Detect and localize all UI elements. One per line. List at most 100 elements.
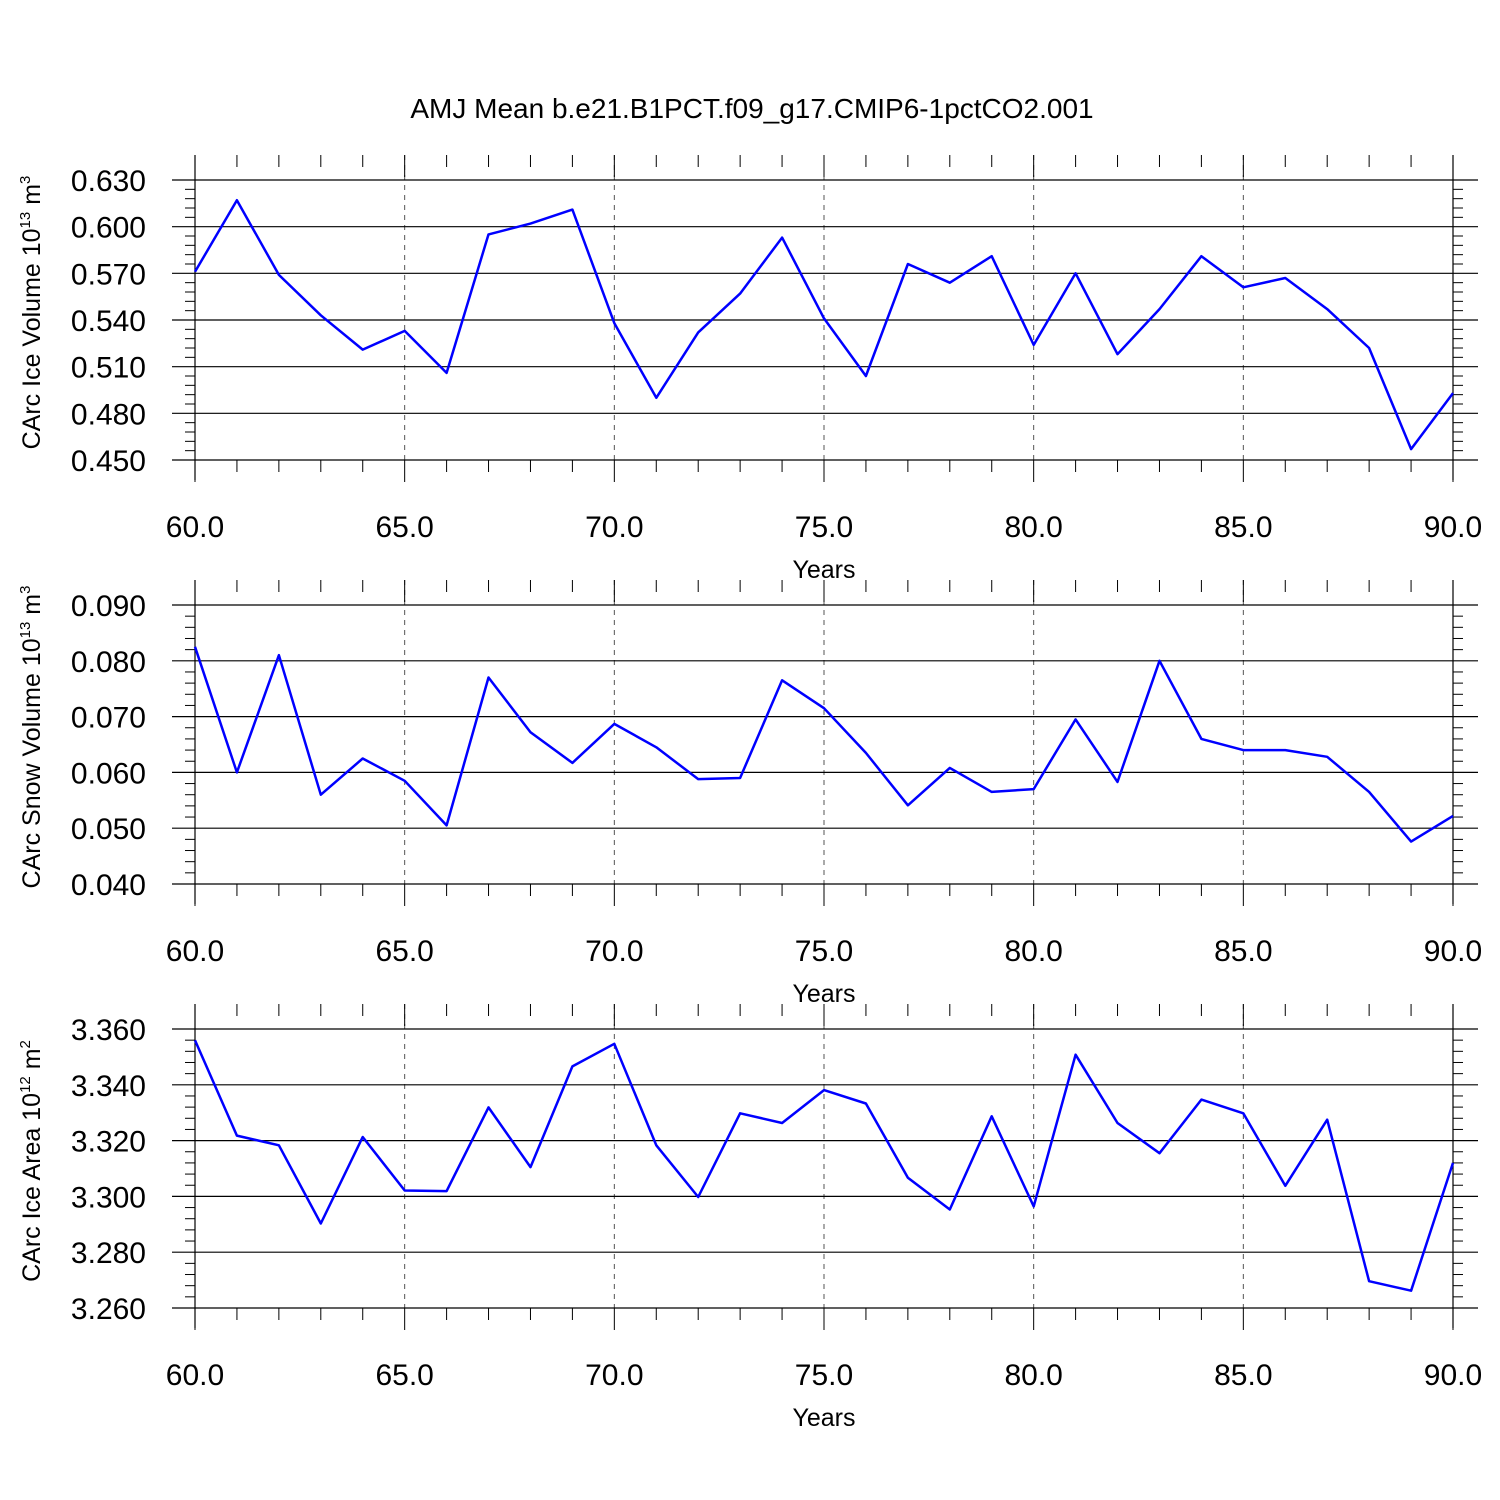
x-tick-label: 65.0 [375, 511, 433, 544]
x-tick-label: 80.0 [1004, 935, 1062, 968]
data-point [320, 315, 321, 316]
data-point [195, 1040, 196, 1041]
y-tick-label: 0.570 [71, 258, 146, 291]
y-tick-label: 3.340 [71, 1070, 146, 1103]
data-point [991, 256, 992, 257]
data-point [1243, 1113, 1244, 1114]
x-tick-label: 60.0 [166, 1359, 224, 1392]
data-point [404, 330, 405, 331]
data-point [572, 762, 573, 763]
x-axis-title: Years [792, 980, 855, 1008]
data-point [865, 376, 866, 377]
data-point [782, 237, 783, 238]
data-point [614, 723, 615, 724]
data-point [824, 1090, 825, 1091]
data-point [949, 767, 950, 768]
data-point [1285, 278, 1286, 279]
data-point [1369, 348, 1370, 349]
y-tick-label: 0.510 [71, 352, 146, 385]
x-tick-label: 70.0 [585, 511, 643, 544]
data-point [656, 747, 657, 748]
y-tick-label: 3.280 [71, 1237, 146, 1270]
data-point [236, 772, 237, 773]
figure-title: AMJ Mean b.e21.B1PCT.f09_g17.CMIP6-1pctC… [410, 93, 1093, 124]
data-point [278, 1145, 279, 1146]
x-axis-title: Years [792, 1404, 855, 1432]
data-point [1327, 309, 1328, 310]
data-point [1117, 1123, 1118, 1124]
data-point [949, 1209, 950, 1210]
data-point [907, 1177, 908, 1178]
data-point [362, 1136, 363, 1137]
data-point [530, 732, 531, 733]
y-tick-label: 0.090 [71, 590, 146, 623]
data-point [1411, 449, 1412, 450]
series-line [193, 1039, 1455, 1292]
data-point [949, 282, 950, 283]
y-tick-label: 0.480 [71, 398, 146, 431]
y-tick-label: 0.600 [71, 212, 146, 245]
data-point [1075, 719, 1076, 720]
x-tick-label: 85.0 [1214, 1359, 1272, 1392]
x-tick-label: 90.0 [1424, 1359, 1482, 1392]
y-tick-label: 0.450 [71, 445, 146, 478]
data-point [1117, 781, 1118, 782]
x-tick-label: 75.0 [795, 935, 853, 968]
data-point [1285, 750, 1286, 751]
data-point [446, 1191, 447, 1192]
data-point [824, 708, 825, 709]
data-point [1327, 756, 1328, 757]
x-tick-label: 80.0 [1004, 1359, 1062, 1392]
x-tick-label: 75.0 [795, 1359, 853, 1392]
data-point [698, 332, 699, 333]
data-point [740, 1113, 741, 1114]
data-point [278, 655, 279, 656]
y-tick-label: 0.540 [71, 305, 146, 338]
data-point [236, 1135, 237, 1136]
data-point [446, 825, 447, 826]
data-point [195, 646, 196, 647]
data-point [1453, 1162, 1454, 1163]
x-tick-label: 60.0 [166, 511, 224, 544]
data-point [572, 209, 573, 210]
x-tick-label: 90.0 [1424, 511, 1482, 544]
x-axis-title: Years [792, 556, 855, 584]
data-point [614, 1043, 615, 1044]
series-line [193, 646, 1454, 843]
data-point [656, 397, 657, 398]
y-tick-label: 0.040 [71, 869, 146, 902]
data-point [907, 264, 908, 265]
data-point [1327, 1119, 1328, 1120]
y-tick-label: 3.260 [71, 1293, 146, 1326]
y-axis-title: CArc Ice Volume 1013 m3 [17, 176, 46, 450]
data-point [1159, 309, 1160, 310]
data-point [278, 274, 279, 275]
data-point [1033, 1206, 1034, 1207]
data-point [614, 323, 615, 324]
data-point [1369, 1281, 1370, 1282]
x-tick-label: 65.0 [375, 935, 433, 968]
data-point [698, 1196, 699, 1197]
data-point [572, 1066, 573, 1067]
data-point [488, 677, 489, 678]
y-axis-title: CArc Ice Area 1012 m2 [17, 1040, 46, 1282]
y-tick-label: 0.060 [71, 757, 146, 790]
data-point [446, 372, 447, 373]
data-point [530, 1167, 531, 1168]
data-point [1411, 1290, 1412, 1291]
data-point [1159, 660, 1160, 661]
data-point [1453, 393, 1454, 394]
data-point [320, 794, 321, 795]
data-point [488, 1107, 489, 1108]
data-point [1201, 256, 1202, 257]
series-line [193, 198, 1455, 451]
y-tick-label: 0.080 [71, 646, 146, 679]
data-point [1159, 1153, 1160, 1154]
data-point [1075, 1054, 1076, 1055]
data-point [865, 1103, 866, 1104]
x-tick-label: 65.0 [375, 1359, 433, 1392]
x-tick-label: 85.0 [1214, 935, 1272, 968]
data-point [782, 680, 783, 681]
